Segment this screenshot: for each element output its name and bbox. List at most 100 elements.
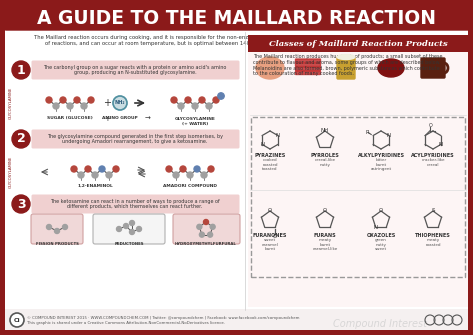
Circle shape (54, 228, 60, 233)
Text: R: R (365, 130, 369, 135)
Text: The glycosylamine compound generated in the first step isomerises, by
undergoing: The glycosylamine compound generated in … (47, 134, 223, 144)
Text: AMADORI COMPOUND: AMADORI COMPOUND (163, 184, 217, 188)
FancyBboxPatch shape (32, 195, 239, 213)
Text: N: N (374, 225, 378, 230)
Circle shape (137, 226, 141, 231)
Circle shape (71, 166, 77, 172)
Text: S: S (431, 208, 435, 213)
Circle shape (213, 97, 219, 103)
Text: AMINO GROUP: AMINO GROUP (102, 116, 138, 120)
Circle shape (12, 130, 30, 148)
Circle shape (173, 172, 179, 178)
Circle shape (206, 103, 212, 109)
FancyBboxPatch shape (93, 214, 165, 244)
Circle shape (85, 166, 91, 172)
Text: 1: 1 (17, 64, 26, 76)
Circle shape (192, 103, 198, 109)
Text: 1,2-ENAMINOL: 1,2-ENAMINOL (77, 184, 113, 188)
Circle shape (130, 220, 134, 225)
Circle shape (113, 166, 119, 172)
Text: green
nutty
sweet: green nutty sweet (375, 238, 387, 251)
Text: O: O (379, 208, 383, 213)
Bar (5, 5, 468, 30)
Text: sweet
caramel
burnt: sweet caramel burnt (262, 238, 279, 251)
FancyBboxPatch shape (31, 214, 83, 244)
Text: cooked
roasted
toasted: cooked roasted toasted (262, 158, 278, 171)
Ellipse shape (256, 57, 284, 79)
Text: GLYCOSYLAMINE: GLYCOSYLAMINE (9, 156, 13, 188)
Circle shape (116, 226, 122, 231)
Text: O: O (273, 234, 278, 239)
Bar (251, 117, 465, 277)
Text: FISSION PRODUCTS: FISSION PRODUCTS (35, 242, 79, 246)
Text: O: O (323, 208, 327, 213)
Text: FURANS: FURANS (314, 233, 336, 238)
FancyBboxPatch shape (32, 61, 239, 79)
Text: A GUIDE TO THE MAILLARD REACTION: A GUIDE TO THE MAILLARD REACTION (36, 8, 436, 27)
Text: O: O (429, 123, 432, 128)
Text: ACYLPYRIDINES: ACYLPYRIDINES (411, 153, 455, 158)
FancyBboxPatch shape (296, 59, 321, 63)
Circle shape (67, 103, 73, 109)
Text: GLYCOSYLAMINE: GLYCOSYLAMINE (9, 87, 13, 119)
FancyBboxPatch shape (296, 63, 321, 67)
Text: NH: NH (321, 128, 329, 133)
Circle shape (81, 103, 87, 109)
Circle shape (200, 232, 204, 237)
Ellipse shape (378, 59, 404, 77)
Text: REDUCTONES: REDUCTONES (114, 242, 144, 246)
FancyBboxPatch shape (32, 130, 239, 148)
Text: N: N (387, 133, 391, 138)
Circle shape (10, 313, 24, 327)
Text: 2: 2 (17, 133, 26, 145)
Text: The Maillard reaction occurs during cooking, and it is responsible for the non-e: The Maillard reaction occurs during cook… (35, 35, 438, 46)
Text: FURANONES: FURANONES (253, 233, 287, 238)
Circle shape (88, 97, 94, 103)
Circle shape (178, 103, 184, 109)
Circle shape (123, 223, 129, 228)
Circle shape (197, 224, 202, 229)
Text: Ci: Ci (14, 318, 20, 323)
Text: ALKYLPYRIDINES: ALKYLPYRIDINES (358, 153, 404, 158)
Text: Compound Interest: Compound Interest (333, 319, 427, 329)
FancyBboxPatch shape (337, 57, 355, 79)
Text: Classes of Maillard Reaction Products: Classes of Maillard Reaction Products (269, 40, 447, 48)
Circle shape (46, 224, 52, 229)
Circle shape (208, 166, 214, 172)
Circle shape (130, 229, 134, 234)
Circle shape (187, 172, 193, 178)
Circle shape (53, 103, 59, 109)
Text: HYDROXYMETHYLFURFURAL: HYDROXYMETHYLFURFURAL (175, 242, 237, 246)
Text: THIOPHENES: THIOPHENES (415, 233, 451, 238)
Circle shape (201, 172, 207, 178)
Circle shape (180, 166, 186, 172)
Text: O: O (268, 208, 272, 213)
Text: bitter
burnt
astringent: bitter burnt astringent (370, 158, 392, 171)
Text: cereal-like
nutty: cereal-like nutty (315, 158, 335, 166)
Circle shape (208, 232, 213, 237)
Circle shape (12, 61, 30, 79)
Text: PYRAZINES: PYRAZINES (254, 153, 286, 158)
Circle shape (210, 224, 215, 229)
Text: cracker-like
cereal: cracker-like cereal (421, 158, 445, 166)
Circle shape (185, 97, 191, 103)
Text: +: + (104, 116, 110, 122)
Text: GLYCOSYLAMINE
(+ WATER): GLYCOSYLAMINE (+ WATER) (175, 117, 215, 126)
Circle shape (171, 97, 177, 103)
Text: +: + (103, 98, 111, 108)
Bar (248, 35, 468, 52)
Text: 3: 3 (17, 198, 26, 210)
Text: The Maillard reaction produces hundreds of products; a small subset of these
con: The Maillard reaction produces hundreds … (253, 54, 443, 76)
Circle shape (46, 97, 52, 103)
Text: meaty
roasted: meaty roasted (425, 238, 441, 247)
FancyBboxPatch shape (421, 58, 445, 78)
Circle shape (199, 97, 205, 103)
FancyBboxPatch shape (173, 214, 240, 244)
Text: N: N (260, 142, 264, 147)
Bar (248, 35, 468, 307)
FancyBboxPatch shape (296, 67, 321, 70)
Circle shape (113, 96, 127, 110)
Ellipse shape (337, 55, 355, 60)
Text: SUGAR (GLUCOSE): SUGAR (GLUCOSE) (47, 116, 93, 120)
Circle shape (99, 166, 105, 172)
